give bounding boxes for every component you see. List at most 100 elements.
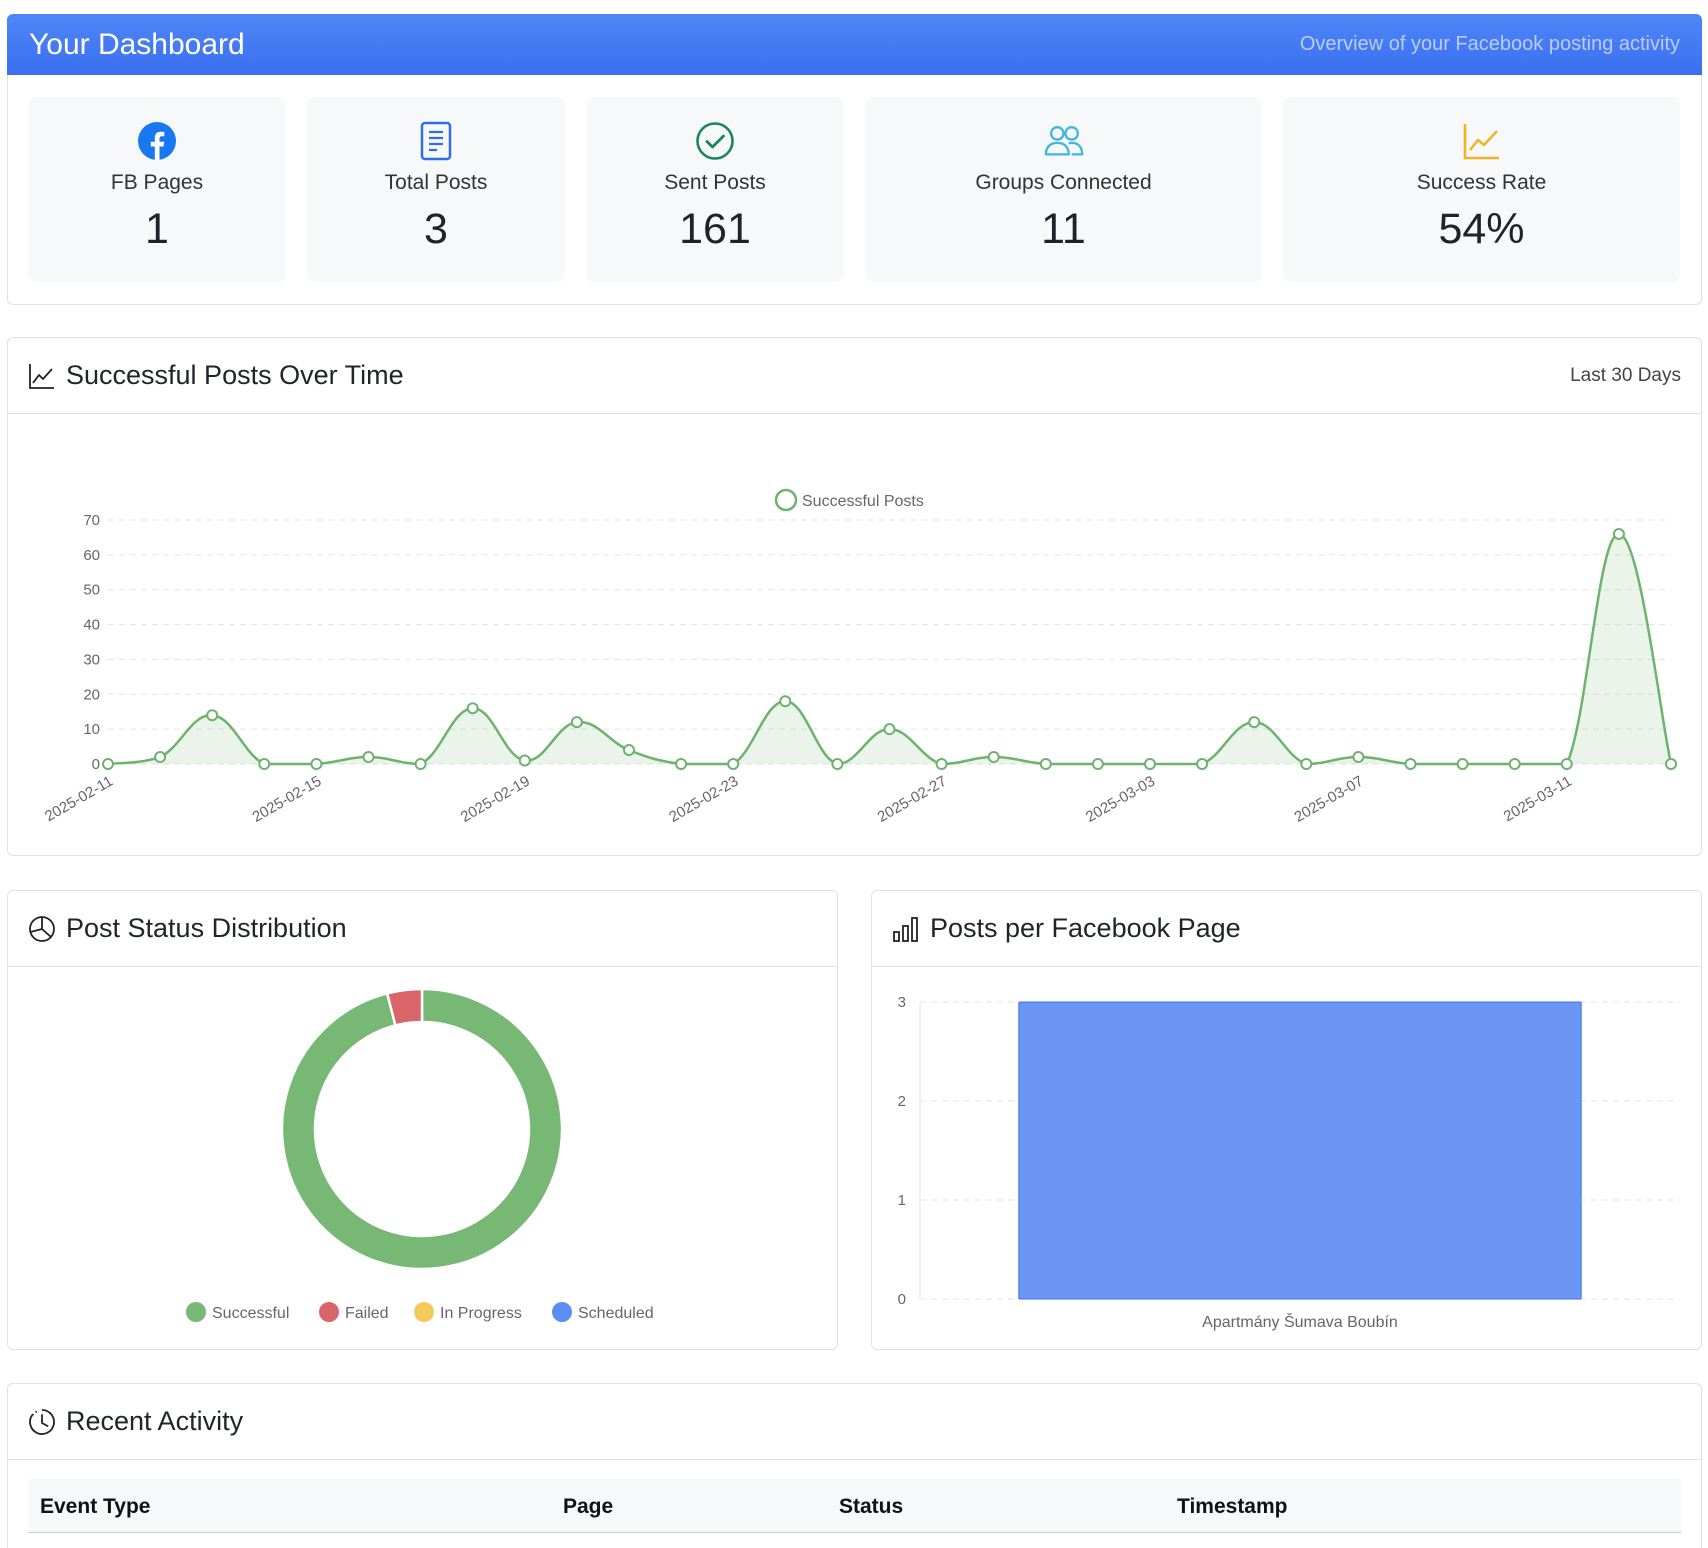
legend-marker [774, 488, 798, 512]
data-point [1560, 758, 1573, 770]
card-title: Posts per Facebook Page [930, 913, 1241, 943]
stat-label: Success Rate [1416, 171, 1547, 194]
table-header-row: Event Type Page Status Timestamp [28, 1479, 1681, 1533]
x-tick-label: 2025-02-19 [458, 773, 533, 826]
dashboard-header: Your Dashboard Overview of your Facebook… [7, 14, 1702, 75]
page-subtitle: Overview of your Facebook posting activi… [1299, 33, 1680, 55]
y-tick-label: 2 [898, 1093, 906, 1110]
data-point [1404, 758, 1417, 770]
data-point [935, 758, 948, 770]
stat-label: Sent Posts [664, 171, 766, 194]
pie-chart-icon [29, 915, 55, 942]
data-point [1039, 758, 1052, 770]
legend-label: In Progress [440, 1305, 522, 1322]
legend-marker [319, 1302, 339, 1322]
stat-total-posts: Total Posts 3 [307, 97, 565, 282]
successful-posts-card: Successful Posts Over Time Last 30 Days … [7, 337, 1702, 856]
y-tick-label: 60 [83, 547, 100, 564]
data-point [1248, 716, 1261, 729]
x-tick-label: 2025-02-11 [42, 773, 116, 826]
data-point [1144, 758, 1156, 770]
x-tick-label: 2025-03-07 [1291, 773, 1366, 826]
stat-value: 54% [1438, 205, 1525, 253]
data-point [1091, 758, 1104, 770]
data-point [1665, 758, 1677, 770]
y-tick-label: 40 [83, 617, 100, 634]
x-tick-label: Apartmány Šumava Boubín [1202, 1312, 1398, 1331]
document-icon [416, 121, 456, 161]
legend-label: Successful [212, 1305, 289, 1322]
x-tick-label: 2025-02-15 [249, 773, 324, 826]
clock-history-icon [29, 1408, 55, 1435]
data-point [1196, 758, 1209, 770]
data-point [154, 751, 167, 764]
y-tick-label: 0 [92, 756, 100, 773]
data-point [1508, 758, 1521, 770]
data-point [518, 754, 531, 767]
data-point [1300, 758, 1313, 770]
stat-value: 1 [145, 205, 169, 253]
data-point [258, 758, 271, 770]
stat-label: Total Posts [384, 171, 488, 194]
posts-per-page-card: Posts per Facebook Page 0 1 2 3 Apartmány Šu… [871, 890, 1702, 1350]
data-point [414, 758, 427, 770]
x-tick-label: 2025-03-03 [1083, 773, 1158, 826]
data-point [831, 758, 844, 770]
stat-label: Groups Connected [975, 171, 1152, 194]
data-point [1612, 527, 1625, 540]
recent-activity-card: Recent Activity Event Type Page Status T… [7, 1383, 1702, 1548]
legend-marker [552, 1302, 572, 1322]
data-point [1352, 751, 1365, 764]
data-point [987, 751, 1000, 764]
legend-marker [186, 1302, 206, 1322]
x-tick-label: 2025-02-27 [875, 773, 950, 826]
legend-label: Successful Posts [802, 493, 924, 510]
stat-success-rate: Success Rate 54% [1283, 97, 1680, 282]
stat-value: 11 [1041, 205, 1086, 253]
bar [1018, 1001, 1582, 1300]
stat-sent-posts: Sent Posts 161 [586, 97, 844, 282]
column-header-status[interactable]: Status [839, 1495, 904, 1518]
card-header: Successful Posts Over Time Last 30 Days [8, 338, 1701, 414]
card-title: Post Status Distribution [66, 913, 347, 943]
data-point [1456, 758, 1469, 770]
data-point [779, 695, 792, 708]
stat-value: 3 [424, 205, 448, 253]
card-header: Posts per Facebook Page [872, 891, 1701, 967]
facebook-icon [137, 121, 177, 161]
stat-value: 161 [679, 205, 751, 253]
line-chart: Successful Posts 0 10 20 30 40 50 60 70 2025-02-1… [42, 488, 1677, 826]
slice-failed [385, 987, 424, 1027]
data-point [623, 744, 635, 757]
x-tick-label: 2025-03-11 [1501, 773, 1575, 826]
graph-up-icon [1462, 121, 1502, 161]
bar-chart: 0 1 2 3 Apartmány Šumava Boubín [898, 994, 1680, 1331]
y-tick-label: 50 [83, 582, 100, 599]
y-tick-label: 70 [83, 512, 100, 529]
data-point [102, 758, 114, 770]
y-tick-label: 30 [83, 651, 100, 668]
slice-successful [280, 987, 564, 1271]
column-header-timestamp[interactable]: Timestamp [1177, 1495, 1288, 1518]
graph-up-icon [29, 363, 54, 389]
people-icon [1044, 121, 1084, 161]
x-tick-label: 2025-02-23 [666, 773, 741, 826]
column-header-page[interactable]: Page [563, 1495, 614, 1518]
card-title: Successful Posts Over Time [66, 360, 404, 390]
column-header-event-type[interactable]: Event Type [40, 1495, 151, 1518]
page-title: Your Dashboard [29, 27, 245, 61]
y-tick-label: 20 [83, 686, 100, 703]
data-point [727, 758, 740, 770]
y-tick-label: 0 [898, 1291, 906, 1308]
legend-marker [414, 1302, 434, 1322]
doughnut-chart: Successful Failed In Progress Scheduled [186, 987, 654, 1322]
y-tick-label: 10 [83, 721, 100, 738]
stat-fb-pages: FB Pages 1 [28, 97, 286, 282]
data-point [570, 716, 583, 729]
data-point [883, 723, 896, 736]
post-status-card: Post Status Distribution Successful Faile… [7, 890, 838, 1350]
y-tick-label: 3 [898, 994, 906, 1011]
data-point [675, 758, 688, 770]
data-point [362, 751, 375, 764]
y-tick-label: 1 [898, 1192, 906, 1209]
